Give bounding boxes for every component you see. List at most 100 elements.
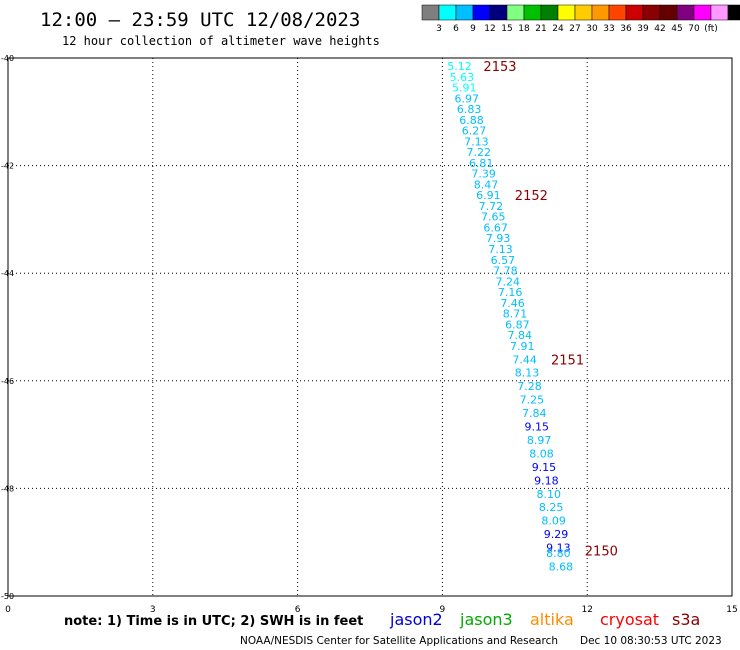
chart-title: 12:00 – 23:59 UTC 12/08/2023 [40,9,360,31]
color-scale-label: 33 [603,24,614,34]
satellite-legend-altika: altika [530,610,574,629]
wave-height-value: 6.57 [491,254,515,267]
color-scale-swatch [472,4,491,21]
wave-height-value: 7.65 [481,211,506,224]
wave-height-value: 7.39 [471,168,496,181]
color-scale-legend: 3 6 9 12 15 18 21 24 27 30 33 36 39 42 45 70 (ft) [421,4,740,34]
color-scale-label: 39 [637,24,649,34]
y-tick-label: -46 [1,377,14,386]
wave-height-value: 7.13 [464,135,489,148]
wave-height-value: 8.10 [537,488,562,501]
color-scale-label: 42 [654,24,665,34]
color-scale-swatch [642,4,661,21]
wave-height-value: 6.67 [483,221,508,234]
wave-height-value: 7.25 [520,394,545,407]
wave-height-value: 9.15 [532,461,557,474]
wave-height-value: 8.47 [474,178,499,191]
wave-height-value: 9.18 [534,474,559,487]
color-scale-label: 45 [671,24,682,34]
wave-height-value: 8.97 [527,434,552,447]
wave-height-value: 8.68 [549,560,574,573]
wave-height-value: 9.13 [546,542,571,555]
wave-height-value: 5.63 [450,71,475,84]
wave-height-value: 6.87 [505,318,530,331]
color-scale-label: 27 [569,24,580,34]
wave-height-value: 9.29 [544,528,569,541]
wave-height-value: 6.91 [476,189,501,202]
pass-time-label: 2152 [515,189,548,204]
wave-height-value: 7.84 [522,407,547,420]
color-scale-label: 18 [518,24,530,34]
pass-time-label: 2150 [585,544,618,559]
color-scale-label: 36 [620,24,632,34]
wave-height-value: 7.28 [517,380,542,393]
wave-height-points: 5.125.635.916.976.836.886.277.137.226.81… [447,60,573,573]
wave-height-value: 7.84 [508,329,533,342]
wave-height-value: 7.22 [467,146,492,159]
color-scale-swatch [540,4,559,21]
y-tick-label: -50 [1,592,14,601]
color-scale-swatch [489,4,508,21]
wave-height-value: 9.15 [524,421,549,434]
generated-timestamp: Dec 10 08:30:53 UTC 2023 [580,635,722,647]
wave-height-value: 8.80 [546,547,571,560]
color-scale-swatch [557,4,576,21]
y-tick-label: -48 [1,484,14,493]
color-scale-swatch [625,4,644,21]
satellite-legend-cryosat: cryosat [600,610,659,629]
color-scale-swatch [659,4,678,21]
plot-frame [7,57,733,597]
wave-height-value: 6.83 [457,103,482,116]
color-scale-swatch [727,4,740,21]
color-scale-swatch [591,4,610,21]
color-scale-label: 15 [501,24,512,34]
color-scale-label: 30 [586,24,598,34]
color-scale-swatch [523,4,542,21]
wave-height-value: 7.46 [500,297,525,310]
x-tick-label: 9 [440,605,446,615]
y-tick-label: -40 [1,54,14,63]
color-scale-swatch [506,4,525,21]
wave-height-value: 6.97 [454,92,479,105]
x-tick-label: 12 [581,605,592,615]
wave-height-value: 6.27 [462,125,487,138]
wave-height-value: 6.81 [469,157,494,170]
pass-time-label: 2151 [551,353,584,368]
color-scale-label: 6 [453,24,459,34]
satellite-legend: jason2 jason3 altika cryosat s3a [389,610,700,629]
color-scale-label: 12 [484,24,495,34]
wave-height-value: 7.91 [510,340,535,353]
wave-height-value: 7.44 [512,353,537,366]
wave-height-value: 6.88 [459,114,484,127]
wave-height-value: 7.78 [493,265,517,278]
color-scale-label: 9 [470,24,476,34]
color-scale-swatch [608,4,627,21]
satellite-legend-jason3: jason3 [459,610,513,629]
y-axis-tick-labels: -40 -42 -44 -46 -48 -50 [1,54,14,601]
color-scale-swatch [421,4,440,21]
color-scale-swatch [438,4,457,21]
wave-height-value: 7.72 [479,200,504,213]
wave-height-value: 8.09 [541,515,566,528]
color-scale-label: 24 [552,24,564,34]
wave-height-value: 8.25 [539,501,564,514]
color-scale-swatch [574,4,593,21]
color-scale-swatch [676,4,695,21]
x-tick-label: 6 [295,605,301,615]
color-scale-label: 21 [535,24,546,34]
color-scale-swatch [710,4,729,21]
color-scale-label: 70 [688,24,700,34]
y-tick-label: -42 [1,162,14,171]
wave-height-value: 8.71 [503,308,528,321]
x-tick-label: 0 [5,605,11,615]
satellite-legend-s3a: s3a [672,610,700,629]
x-tick-label: 3 [150,605,156,615]
satellite-legend-jason2: jason2 [389,610,443,629]
wave-height-value: 5.91 [452,82,477,95]
wave-height-value: 7.93 [486,232,511,245]
wave-height-value: 8.08 [529,447,554,460]
pass-time-label: 2153 [483,60,516,75]
wave-height-value: 7.13 [488,243,512,256]
